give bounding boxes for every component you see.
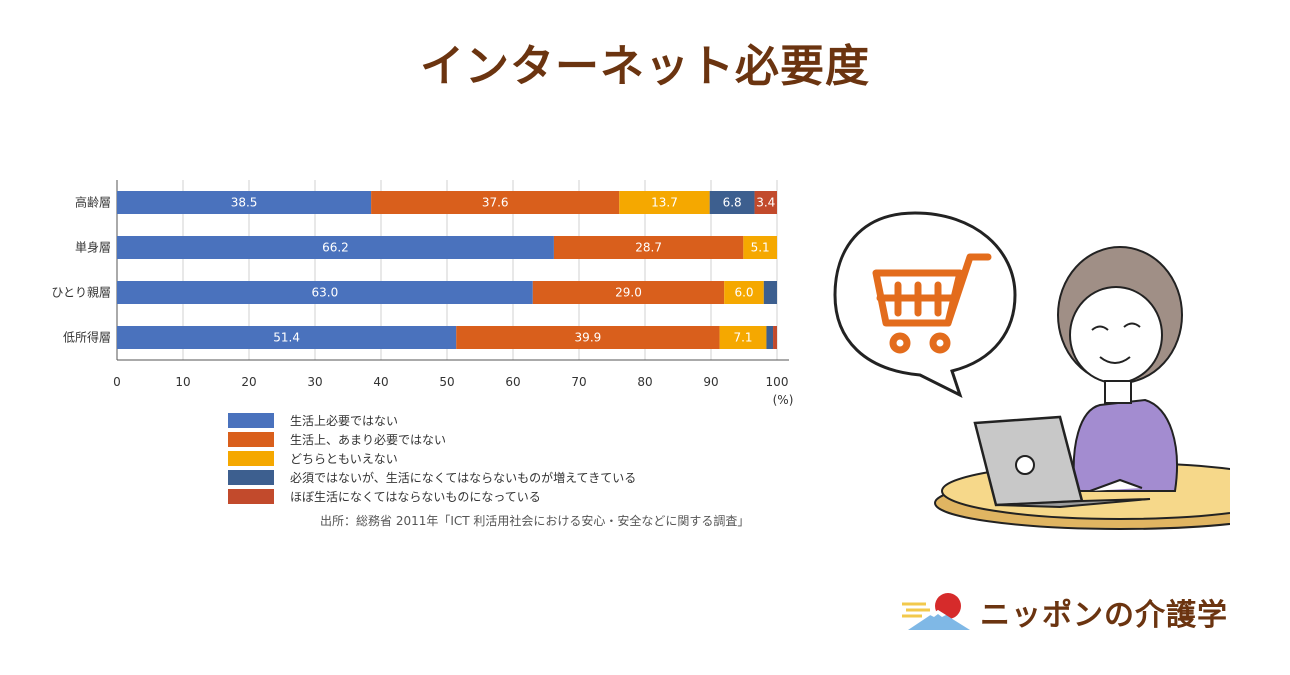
data-label: 38.5: [231, 196, 258, 210]
sun-mountain-logo-icon: [902, 593, 970, 630]
stacked-bar-chart: 0 10 20 30 40 50 60 70 80 90 100 (%) 高齢層 38.5 37.6 13.7…: [51, 180, 794, 407]
data-label: 28.7: [635, 241, 662, 255]
bar-segment: [456, 326, 720, 349]
x-tick-label: 10: [175, 375, 190, 389]
speech-bubble: [833, 211, 1017, 398]
legend-item: どちらともいえない: [228, 449, 636, 468]
data-label: 5.1: [751, 241, 770, 255]
data-label: 6.8: [723, 196, 742, 210]
x-tick-label: 40: [373, 375, 388, 389]
bar-segment: [619, 191, 710, 214]
bar-segment: [709, 191, 755, 214]
bar-segment: [371, 191, 620, 214]
legend-label: 必須ではないが、生活になくてはならないものが増えてきている: [290, 471, 637, 485]
bar-segment: [117, 326, 457, 349]
x-tick-label: 60: [505, 375, 520, 389]
source-note: 出所：総務省 2011年「ICT 利活用社会における安心・安全などに関する調査」: [320, 514, 750, 528]
legend-label: 生活上、あまり必要ではない: [290, 433, 447, 447]
bar-segment: [763, 281, 777, 304]
data-label: 7.1: [733, 331, 752, 345]
legend-swatch: [228, 413, 274, 428]
data-label: 37.6: [482, 196, 509, 210]
elderly-woman-laptop-illustration: [833, 211, 1230, 530]
x-tick-label: 0: [113, 375, 121, 389]
category-label: 単身層: [75, 240, 111, 255]
legend-swatch: [228, 470, 274, 485]
x-tick-label: 30: [307, 375, 322, 389]
brand-name: ニッポンの介護学: [980, 598, 1228, 633]
x-tick-label: 20: [241, 375, 256, 389]
legend-item: 必須ではないが、生活になくてはならないものが増えてきている: [228, 468, 636, 487]
data-label: 3.4: [756, 196, 775, 210]
legend-item: 生活上必要ではない: [228, 411, 636, 430]
cart-icon: [872, 253, 992, 354]
legend-label: ほぼ生活になくてはならないものになっている: [290, 490, 541, 504]
brand-logo: ニッポンの介護学: [900, 590, 1228, 634]
legend-item: 生活上、あまり必要ではない: [228, 430, 636, 449]
legend-label: 生活上必要ではない: [290, 414, 399, 428]
bar-segment: [117, 236, 554, 259]
x-tick-label: 80: [637, 375, 652, 389]
bar-segment: [724, 281, 764, 304]
data-label: 66.2: [322, 241, 349, 255]
bar-segment: [117, 191, 372, 214]
legend-swatch: [228, 489, 274, 504]
bar-segment: [766, 326, 774, 349]
data-label: 51.4: [273, 331, 300, 345]
category-label: 低所得層: [63, 330, 111, 345]
x-tick-label: 100: [766, 375, 789, 389]
data-label: 63.0: [312, 286, 339, 300]
bar-segment: [553, 236, 744, 259]
x-unit-label: (%): [773, 393, 794, 407]
data-label: 39.9: [575, 331, 602, 345]
x-tick-label: 50: [439, 375, 454, 389]
bar-segment: [754, 191, 777, 214]
elderly-woman: [1057, 246, 1183, 492]
bar-segment: [719, 326, 767, 349]
bar-segment: [532, 281, 725, 304]
legend-label: どちらともいえない: [290, 452, 398, 466]
category-label: 高齢層: [75, 195, 111, 210]
category-label: ひとり親層: [51, 286, 111, 300]
bar-segment: [773, 326, 777, 349]
bar-segment: [117, 281, 533, 304]
chart-legend: 生活上必要ではない生活上、あまり必要ではない どちらともいえない必須ではないが、生…: [228, 411, 636, 506]
bar-segment: [743, 236, 777, 259]
legend-item: ほぼ生活になくてはならないものになっている: [228, 487, 636, 506]
x-tick-label: 90: [703, 375, 718, 389]
x-tick-label: 70: [571, 375, 586, 389]
data-label: 29.0: [615, 286, 642, 300]
page-title: インターネット必要度: [420, 41, 870, 92]
data-label: 13.7: [651, 196, 678, 210]
legend-swatch: [228, 451, 274, 466]
legend-swatch: [228, 432, 274, 447]
data-label: 6.0: [734, 286, 753, 300]
laptop: [973, 415, 1151, 509]
